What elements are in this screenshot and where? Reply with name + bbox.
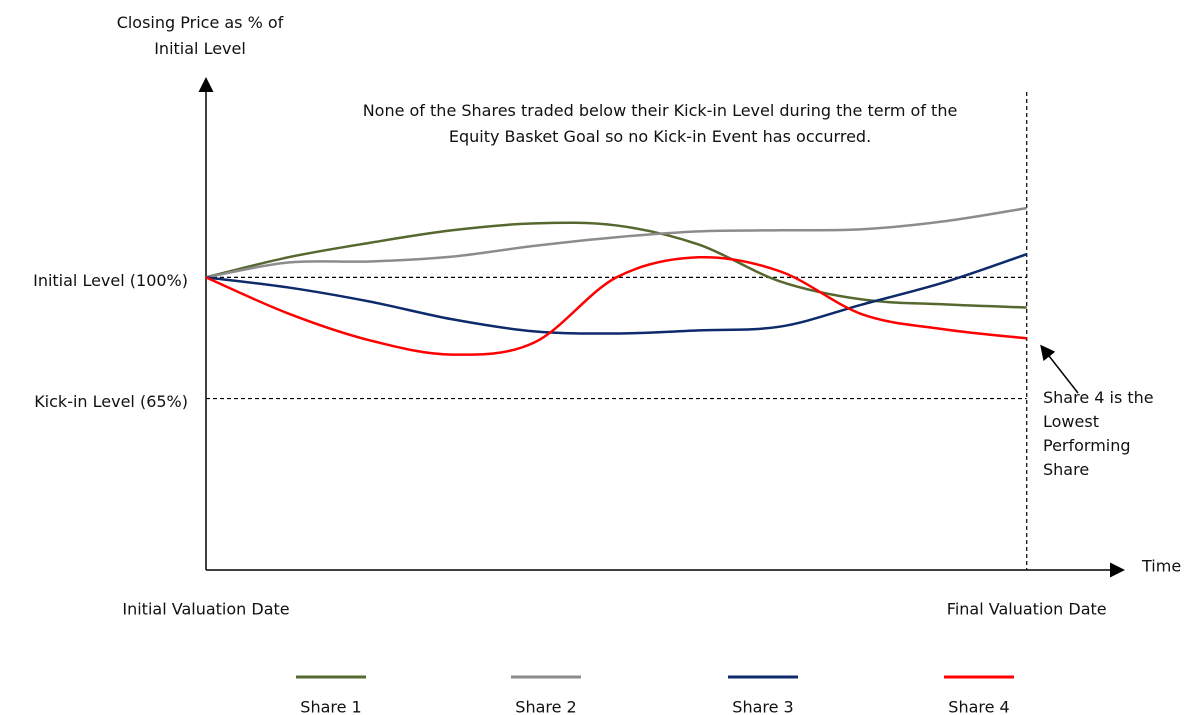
annotation: None of the Shares traded below their Ki… xyxy=(362,101,958,146)
legend-label: Share 4 xyxy=(948,698,1009,715)
legend-label: Share 1 xyxy=(300,698,361,715)
legend-label: Share 2 xyxy=(515,698,576,715)
series-line xyxy=(205,255,1027,356)
annotation: Share 4 is the Lowest Performing Share xyxy=(1043,388,1154,479)
x-tick-label: Initial Valuation Date xyxy=(122,600,289,619)
series-line xyxy=(205,253,1028,335)
series-line xyxy=(205,221,1027,309)
x-tick-label: Final Valuation Date xyxy=(947,600,1107,619)
y-tick-label: Kick-in Level (65%) xyxy=(34,392,188,411)
x-axis-label: Time xyxy=(1141,557,1181,576)
legend-label: Share 3 xyxy=(732,698,793,715)
annotation-arrow xyxy=(1040,344,1079,394)
y-tick-label: Initial Level (100%) xyxy=(33,271,188,290)
y-axis-label: Closing Price as % of Initial Level xyxy=(116,13,284,58)
series-line xyxy=(205,206,1027,279)
